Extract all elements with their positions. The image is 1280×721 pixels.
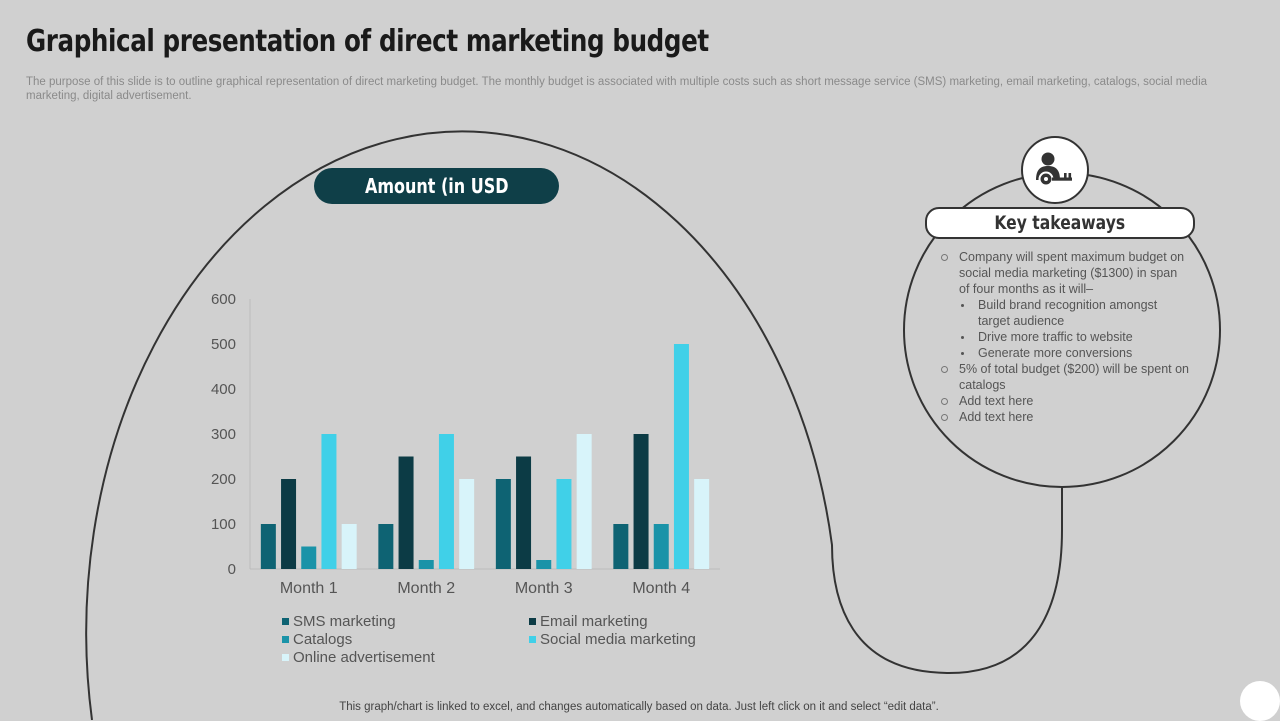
bar-email-marketing-month-4[interactable] xyxy=(633,434,649,569)
legend-item[interactable]: SMS marketing xyxy=(282,612,529,630)
takeaway-subitem: Generate more conversions xyxy=(940,345,1190,361)
bar-online-advertisement-month-4[interactable] xyxy=(694,479,710,569)
y-tick-label: 500 xyxy=(211,336,236,353)
takeaways-icon-badge xyxy=(1021,136,1089,204)
legend-label: Catalogs xyxy=(293,630,353,648)
x-tick-label: Month 1 xyxy=(280,580,338,597)
bar-email-marketing-month-3[interactable] xyxy=(516,456,532,570)
bar-sms-marketing-month-4[interactable] xyxy=(613,524,629,569)
bar-sms-marketing-month-3[interactable] xyxy=(495,479,511,569)
x-tick-label: Month 3 xyxy=(515,580,573,597)
takeaway-item: 5% of total budget ($200) will be spent … xyxy=(940,361,1190,393)
legend-item[interactable]: Email marketing xyxy=(529,612,729,630)
bar-email-marketing-month-1[interactable] xyxy=(281,479,297,569)
y-tick-label: 200 xyxy=(211,471,236,488)
takeaways-list: Company will spent maximum budget on soc… xyxy=(940,249,1190,425)
bar-catalogs-month-3[interactable] xyxy=(536,560,552,569)
bar-email-marketing-month-2[interactable] xyxy=(398,456,414,570)
legend-swatch xyxy=(282,617,289,625)
corner-decoration xyxy=(1240,681,1280,721)
bar-catalogs-month-2[interactable] xyxy=(418,560,434,569)
takeaway-item: Add text here xyxy=(940,409,1190,425)
x-tick-label: Month 2 xyxy=(397,580,455,597)
takeaway-subitem: Build brand recognition amongst target a… xyxy=(940,297,1190,329)
legend-swatch xyxy=(282,635,289,643)
legend-swatch xyxy=(529,617,536,625)
amount-label-pill: Amount (in USD xyxy=(314,168,559,204)
legend-swatch xyxy=(282,653,289,661)
y-tick-label: 600 xyxy=(211,291,236,308)
y-tick-label: 300 xyxy=(211,426,236,443)
footer-note: This graph/chart is linked to excel, and… xyxy=(339,701,939,713)
takeaway-item: Company will spent maximum budget on soc… xyxy=(940,249,1190,297)
bar-social-media-marketing-month-1[interactable] xyxy=(321,434,337,569)
x-tick-label: Month 4 xyxy=(632,580,690,597)
y-tick-label: 100 xyxy=(211,516,236,533)
takeaways-title-pill: Key takeaways xyxy=(925,207,1195,239)
legend-label: SMS marketing xyxy=(293,612,396,630)
bar-social-media-marketing-month-4[interactable] xyxy=(673,344,689,569)
bar-catalogs-month-4[interactable] xyxy=(653,524,669,569)
legend-item[interactable]: Social media marketing xyxy=(529,630,729,648)
user-key-icon xyxy=(1036,152,1072,187)
legend-label: Email marketing xyxy=(540,612,648,630)
y-tick-label: 400 xyxy=(211,381,236,398)
amount-label: Amount (in USD xyxy=(364,174,509,198)
bar-sms-marketing-month-1[interactable] xyxy=(260,524,276,569)
bar-social-media-marketing-month-3[interactable] xyxy=(556,479,572,569)
page-subtitle: The purpose of this slide is to outline … xyxy=(26,76,1208,102)
page-title: Graphical presentation of direct marketi… xyxy=(26,24,709,59)
bar-social-media-marketing-month-2[interactable] xyxy=(438,434,454,569)
legend-item[interactable]: Catalogs xyxy=(282,630,529,648)
bar-chart[interactable]: 0 100 200 300 400 500 600 Month 1 Month 2 Month 3… xyxy=(195,288,755,603)
bar-online-advertisement-month-1[interactable] xyxy=(341,524,357,569)
takeaway-subitem: Drive more traffic to website xyxy=(940,329,1190,345)
legend-swatch xyxy=(529,635,536,643)
chart-legend: SMS marketing Email marketing Catalogs Soci… xyxy=(282,612,722,666)
takeaway-item: Add text here xyxy=(940,393,1190,409)
bar-catalogs-month-1[interactable] xyxy=(301,546,317,570)
legend-label: Online advertisement xyxy=(293,648,435,666)
legend-label: Social media marketing xyxy=(540,630,696,648)
legend-item[interactable]: Online advertisement xyxy=(282,648,529,666)
bar-sms-marketing-month-2[interactable] xyxy=(378,524,394,569)
y-tick-label: 0 xyxy=(228,561,236,578)
takeaways-title: Key takeaways xyxy=(994,212,1126,234)
bar-online-advertisement-month-3[interactable] xyxy=(576,434,592,569)
bar-online-advertisement-month-2[interactable] xyxy=(459,479,475,569)
